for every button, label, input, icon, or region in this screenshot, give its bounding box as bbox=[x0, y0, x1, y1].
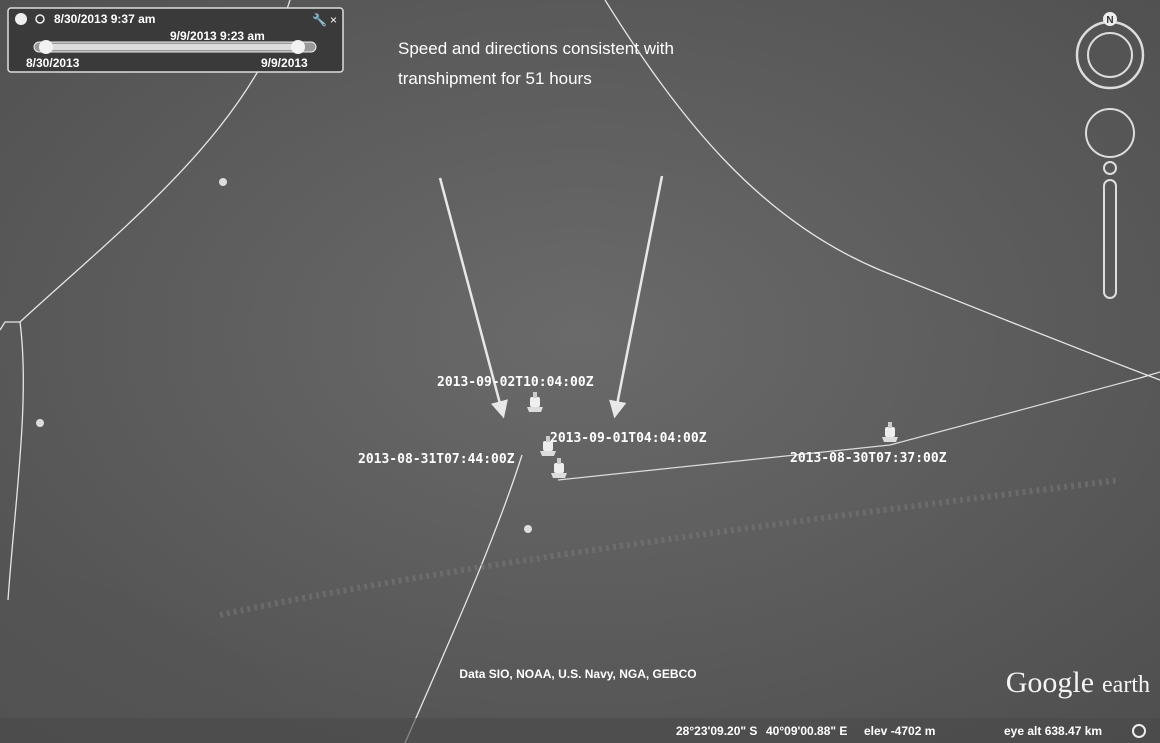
slider-current-end: 9/9/2013 9:23 am bbox=[170, 29, 265, 43]
north-label: N bbox=[1106, 15, 1113, 26]
placemark-label: 2013-08-30T07:37:00Z bbox=[790, 451, 947, 466]
settings-button[interactable]: 🔧 bbox=[312, 12, 327, 27]
logo-brand: Google bbox=[1006, 666, 1094, 699]
time-slider: 8/30/2013 9:37 am 9/9/2013 9:23 am 🔧 × 8… bbox=[8, 8, 343, 72]
attribution: Data SIO, NOAA, U.S. Navy, NGA, GEBCO bbox=[459, 667, 696, 681]
status-elevation: elev -4702 m bbox=[864, 724, 935, 738]
point-marker[interactable] bbox=[36, 419, 44, 427]
placemark-label: 2013-09-02T10:04:00Z bbox=[437, 375, 594, 390]
clock-button[interactable] bbox=[15, 13, 27, 25]
slider-range bbox=[44, 44, 302, 50]
slider-range-end: 9/9/2013 bbox=[261, 56, 308, 70]
placemark-label: 2013-08-31T07:44:00Z bbox=[358, 452, 515, 467]
slider-current-start: 8/30/2013 9:37 am bbox=[54, 12, 155, 26]
placemark-label: 2013-09-01T04:04:00Z bbox=[550, 431, 707, 446]
point-marker[interactable] bbox=[219, 178, 227, 186]
slider-range-start: 8/30/2013 bbox=[26, 56, 80, 70]
annotation-line: transhipment for 51 hours bbox=[398, 69, 592, 88]
status-latitude: 28°23'09.20" S bbox=[676, 724, 757, 738]
logo-product: earth bbox=[1102, 672, 1150, 698]
annotation-line: Speed and directions consistent with bbox=[398, 39, 674, 58]
point-marker[interactable] bbox=[524, 525, 532, 533]
status-bar bbox=[0, 718, 1160, 743]
map-view: 2013-09-02T10:04:00Z 2013-09-01T04:04:00… bbox=[0, 0, 1160, 743]
status-eye-altitude: eye alt 638.47 km bbox=[1004, 724, 1102, 738]
status-longitude: 40°09'00.88" E bbox=[766, 724, 847, 738]
slider-handle[interactable] bbox=[39, 40, 53, 54]
close-button[interactable]: × bbox=[330, 13, 337, 27]
slider-handle[interactable] bbox=[291, 40, 305, 54]
